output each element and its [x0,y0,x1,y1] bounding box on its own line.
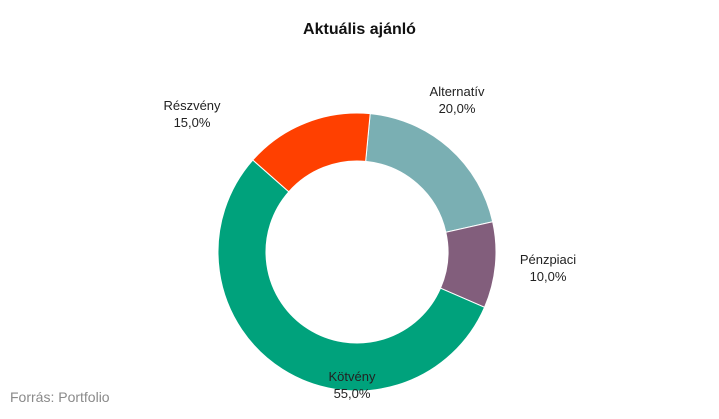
slice-value-label: 10,0% [530,269,567,284]
source-note: Forrás: Portfolio [10,389,110,405]
labels-group: Alternatív 20,0% Pénzpiaci 10,0% Kötvény 55,0… [163,84,576,401]
slice-value-label: 55,0% [334,386,371,401]
chart-title: Aktuális ajánló [303,21,416,38]
slice-value-label: 20,0% [439,101,476,116]
slice-kötvény [217,159,486,392]
slice-label: Alternatív [430,84,485,99]
slices-group [217,112,497,392]
slice-value-label: 15,0% [174,115,211,130]
slice-részvény [252,112,371,193]
slice-alternatív [365,113,494,233]
slice-label: Kötvény [329,369,376,384]
slice-label: Pénzpiaci [520,252,576,267]
slice-label: Részvény [163,98,221,113]
